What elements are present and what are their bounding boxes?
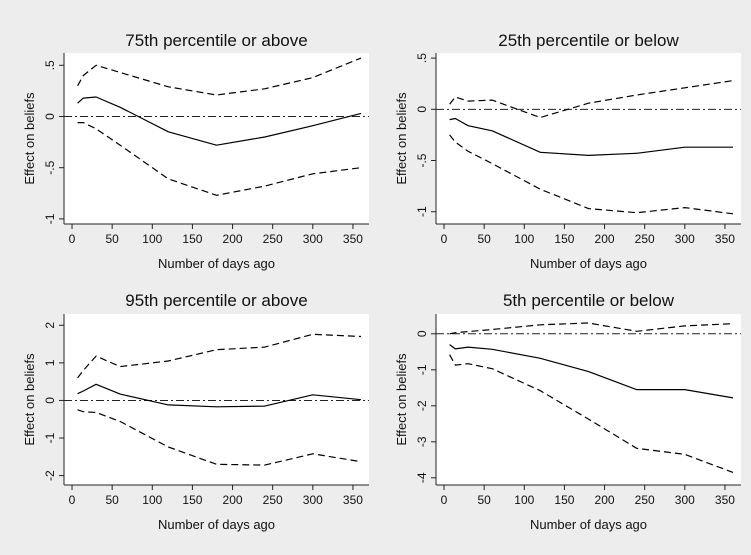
panel-2-y-tick-label: -2 xyxy=(43,470,57,481)
panel-0-y-tick-label: -.5 xyxy=(43,160,57,174)
panel-1-x-tick-label: 50 xyxy=(477,232,491,246)
panel-3-upper-bound-line xyxy=(449,322,734,335)
panel-2-plot-area xyxy=(64,314,369,485)
panel-3-x-tick-label: 100 xyxy=(514,493,534,507)
panel-0-y-tick-label: -1 xyxy=(43,213,57,224)
panel-3-x-tick-label: 250 xyxy=(635,493,655,507)
panel-2-y-tick-label: 0 xyxy=(43,397,57,404)
panel-3-y-tick-label: -3 xyxy=(415,436,429,447)
panel-1-lower-bound-line xyxy=(449,134,734,215)
panel-1-y-tick-label: -1 xyxy=(415,206,429,217)
panel-3-estimate-line xyxy=(449,344,734,399)
panel-3-x-tick-label: 350 xyxy=(715,493,735,507)
panel-0-x-tick-label: 100 xyxy=(142,232,162,246)
panel-2-x-tick-label: 150 xyxy=(182,493,202,507)
panel-2-upper-bound-line xyxy=(77,333,362,379)
panel-1-upper-bound-line xyxy=(449,80,734,119)
panel-1-x-tick-label: 150 xyxy=(554,232,574,246)
panel-0-x-tick-label: 150 xyxy=(182,232,202,246)
panel-1-x-axis-label: Number of days ago xyxy=(530,256,647,271)
panel-5th-percentile: 5th percentile or below 0 50 100 150 200 250 30… xyxy=(394,291,741,532)
panel-3-y-tick-label: -2 xyxy=(415,400,429,411)
panel-0-x-tick-label: 50 xyxy=(105,232,119,246)
panel-0-y-tick-label: .5 xyxy=(43,60,57,70)
panel-3-x-tick-label: 50 xyxy=(477,493,491,507)
panel-1-x-tick-label: 0 xyxy=(441,232,448,246)
panel-3-x-tick-label: 200 xyxy=(595,493,615,507)
panel-1-x-tick-label: 100 xyxy=(514,232,534,246)
panel-2-x-tick-label: 200 xyxy=(223,493,243,507)
panel-2-y-tick-label: 1 xyxy=(43,359,57,366)
panel-3-y-tick-label: -4 xyxy=(415,472,429,483)
panel-1-x-tick-label: 250 xyxy=(635,232,655,246)
panel-3-y-axis-label: Effect on beliefs xyxy=(394,353,409,446)
panel-2-y-tick-label: 2 xyxy=(43,322,57,329)
panel-2-x-tick-label: 0 xyxy=(69,493,76,507)
panel-0-x-tick-label: 250 xyxy=(263,232,283,246)
panel-3-y-tick-label: -1 xyxy=(415,364,429,375)
panel-1-y-tick-label: -.5 xyxy=(415,153,429,167)
panel-1-plot-area xyxy=(436,53,741,224)
panel-0-chart-title: 75th percentile or above xyxy=(125,31,307,50)
panel-2-estimate-line xyxy=(77,383,362,408)
panel-2-x-tick-label: 100 xyxy=(142,493,162,507)
panel-2-y-axis-label: Effect on beliefs xyxy=(22,353,37,446)
panel-1-y-tick-label: 0 xyxy=(415,106,429,113)
panel-3-x-axis-label: Number of days ago xyxy=(530,517,647,532)
panel-0-x-tick-label: 300 xyxy=(303,232,323,246)
panel-2-x-tick-label: 50 xyxy=(105,493,119,507)
panel-0-x-tick-label: 200 xyxy=(223,232,243,246)
panel-0-x-tick-label: 0 xyxy=(69,232,76,246)
panel-3-x-tick-label: 150 xyxy=(554,493,574,507)
panel-2-x-tick-label: 350 xyxy=(343,493,363,507)
panel-2-x-axis-label: Number of days ago xyxy=(158,517,275,532)
panel-1-x-tick-label: 300 xyxy=(675,232,695,246)
panel-3-plot-area xyxy=(436,314,741,485)
panel-2-y-tick-label: -1 xyxy=(43,432,57,443)
panel-1-chart-title: 25th percentile or below xyxy=(498,31,679,50)
panel-25th-percentile: 25th percentile or below 0 50 100 150 200 250 3… xyxy=(394,31,741,271)
panel-3-lower-bound-line xyxy=(449,354,734,473)
panel-1-y-axis-label: Effect on beliefs xyxy=(394,92,409,185)
panel-0-x-axis-label: Number of days ago xyxy=(158,256,275,271)
panel-1-x-tick-label: 200 xyxy=(595,232,615,246)
panel-2-x-tick-label: 300 xyxy=(303,493,323,507)
panel-0-estimate-line xyxy=(77,96,362,146)
panel-0-upper-bound-line xyxy=(77,57,362,96)
panel-3-chart-title: 5th percentile or below xyxy=(503,291,675,310)
panel-3-y-tick-label: 0 xyxy=(415,330,429,337)
panel-2-x-tick-label: 250 xyxy=(263,493,283,507)
panel-3-x-tick-label: 0 xyxy=(441,493,448,507)
panel-0-y-axis-label: Effect on beliefs xyxy=(22,92,37,185)
panel-0-x-tick-label: 350 xyxy=(343,232,363,246)
panel-95th-percentile: 95th percentile or above 0 50 100 150 200 250 3… xyxy=(22,291,369,532)
panel-2-chart-title: 95th percentile or above xyxy=(125,291,307,310)
panel-1-y-tick-label: .5 xyxy=(415,53,429,63)
panel-75th-percentile: 75th percentile or above 0 50 100 150 200 250 3… xyxy=(22,31,369,271)
panel-0-y-tick-label: 0 xyxy=(43,113,57,120)
panel-1-estimate-line xyxy=(449,117,733,156)
panel-3-x-tick-label: 300 xyxy=(675,493,695,507)
panel-1-x-tick-label: 350 xyxy=(715,232,735,246)
panel-2-lower-bound-line xyxy=(77,409,362,466)
